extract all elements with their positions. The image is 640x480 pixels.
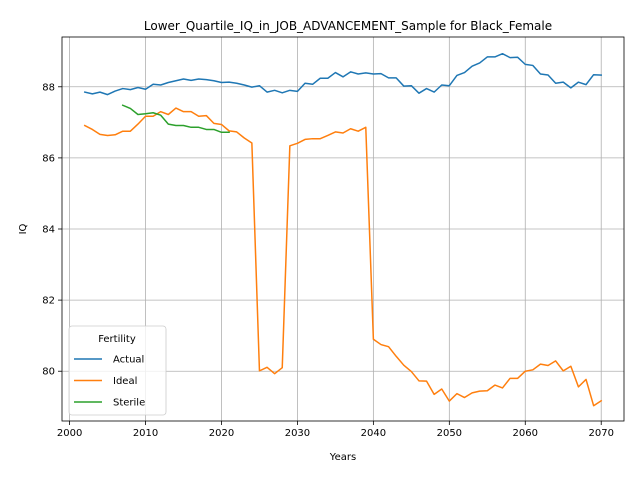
legend-entries: Actual Ideal Sterile xyxy=(74,355,145,409)
y-tick-label: 86 xyxy=(42,153,55,164)
series-line-actual xyxy=(83,52,603,96)
y-tick-label: 88 xyxy=(42,82,55,93)
x-tick-label: 2000 xyxy=(57,428,82,439)
y-tick-label: 82 xyxy=(42,296,55,307)
legend-label-actual: Actual xyxy=(113,355,144,366)
legend: Fertility Actual Ideal Sterile xyxy=(68,325,167,416)
x-tick-label: 2020 xyxy=(209,428,234,439)
x-tick-label: 2040 xyxy=(361,428,386,439)
chart-title: Lower_Quartile_IQ_in_JOB_ADVANCEMENT_Sam… xyxy=(144,19,552,33)
axis-ticks: 2000 2010 2020 2030 2040 2050 2060 2070 80 82 84 86… xyxy=(42,82,614,439)
x-tick-label: 2070 xyxy=(588,428,613,439)
y-axis-label: IQ xyxy=(18,223,29,234)
x-tick-label: 2030 xyxy=(285,428,310,439)
series-line-ideal xyxy=(83,107,603,407)
legend-label-sterile: Sterile xyxy=(113,398,145,409)
x-tick-label: 2010 xyxy=(133,428,158,439)
legend-label-ideal: Ideal xyxy=(113,376,137,387)
series-line-sterile xyxy=(121,104,230,134)
series-lines xyxy=(83,52,603,407)
x-tick-label: 2050 xyxy=(437,428,462,439)
x-axis-label: Years xyxy=(329,452,356,463)
legend-box xyxy=(68,325,167,416)
y-tick-label: 84 xyxy=(42,225,55,236)
legend-title: Fertility xyxy=(98,334,136,345)
x-tick-label: 2060 xyxy=(513,428,538,439)
y-tick-label: 80 xyxy=(42,367,55,378)
